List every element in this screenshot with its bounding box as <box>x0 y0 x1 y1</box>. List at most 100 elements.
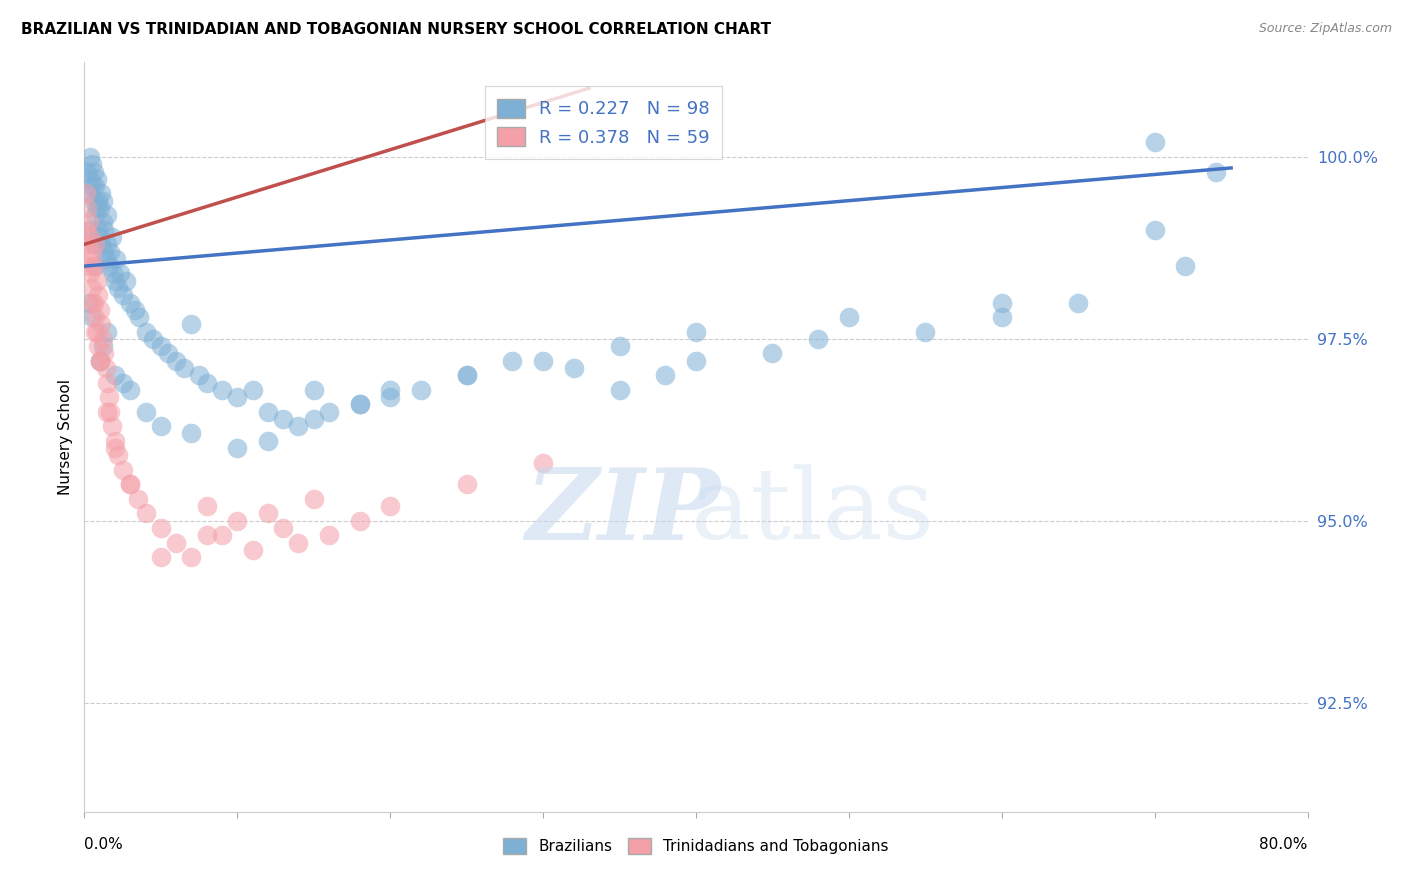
Text: 80.0%: 80.0% <box>1260 838 1308 852</box>
Point <box>83 164 105 178</box>
Point <box>87 223 110 237</box>
Point <box>302 412 325 426</box>
Point <box>318 404 340 418</box>
Point <box>80 179 103 194</box>
Point <box>75 223 97 237</box>
Point <box>135 325 157 339</box>
Point <box>84 237 107 252</box>
Point <box>180 318 202 332</box>
Point <box>90 237 112 252</box>
Point <box>79 171 101 186</box>
Point <box>84 325 107 339</box>
Point <box>87 288 110 302</box>
Point <box>79 267 101 281</box>
Point <box>173 361 195 376</box>
Point <box>76 164 98 178</box>
Legend: Brazilians, Trinidadians and Tobagonians: Brazilians, Trinidadians and Tobagonians <box>498 832 894 860</box>
Point <box>1143 223 1166 237</box>
Point <box>84 208 107 222</box>
Point <box>257 434 280 448</box>
Point <box>80 310 103 324</box>
Point <box>211 383 233 397</box>
Text: ZIP: ZIP <box>524 464 720 560</box>
Point <box>807 332 830 346</box>
Point <box>226 441 249 455</box>
Point <box>77 295 100 310</box>
Point <box>271 521 294 535</box>
Point <box>195 499 218 513</box>
Point <box>188 368 211 383</box>
Point <box>104 368 127 383</box>
Point <box>271 412 294 426</box>
Point <box>80 157 103 171</box>
Point <box>180 550 202 565</box>
Point <box>1143 136 1166 150</box>
Point <box>77 186 100 201</box>
Point <box>76 237 98 252</box>
Point <box>409 383 432 397</box>
Text: BRAZILIAN VS TRINIDADIAN AND TOBAGONIAN NURSERY SCHOOL CORRELATION CHART: BRAZILIAN VS TRINIDADIAN AND TOBAGONIAN … <box>21 22 772 37</box>
Point <box>149 521 172 535</box>
Point <box>685 325 707 339</box>
Point <box>380 383 402 397</box>
Point <box>120 383 142 397</box>
Point <box>242 542 264 557</box>
Point <box>83 295 105 310</box>
Point <box>609 339 631 353</box>
Point <box>96 404 118 418</box>
Point <box>108 267 131 281</box>
Point <box>302 383 325 397</box>
Point <box>135 507 157 521</box>
Point <box>609 383 631 397</box>
Point <box>89 302 111 317</box>
Point <box>77 215 100 229</box>
Point <box>456 368 478 383</box>
Point <box>456 368 478 383</box>
Point <box>96 325 118 339</box>
Point <box>97 259 120 273</box>
Point <box>654 368 676 383</box>
Y-axis label: Nursery School: Nursery School <box>58 379 73 495</box>
Point <box>89 353 111 368</box>
Point <box>1067 295 1090 310</box>
Point <box>101 419 124 434</box>
Point <box>103 267 125 281</box>
Point <box>1205 164 1227 178</box>
Point <box>195 376 218 390</box>
Point <box>685 353 707 368</box>
Point <box>135 404 157 418</box>
Point <box>380 390 402 404</box>
Point <box>226 390 249 404</box>
Point <box>124 302 146 317</box>
Text: Source: ZipAtlas.com: Source: ZipAtlas.com <box>1258 22 1392 36</box>
Point <box>91 332 114 346</box>
Point <box>93 346 115 360</box>
Point <box>318 528 340 542</box>
Point <box>562 361 585 376</box>
Point <box>120 477 142 491</box>
Point <box>87 339 110 353</box>
Point <box>75 186 97 201</box>
Text: 0.0%: 0.0% <box>84 838 124 852</box>
Point <box>531 353 554 368</box>
Point <box>349 397 371 411</box>
Point <box>83 194 105 208</box>
Point <box>101 230 124 244</box>
Point <box>77 259 100 273</box>
Point <box>257 507 280 521</box>
Point <box>105 252 128 266</box>
Point <box>502 353 524 368</box>
Point <box>180 426 202 441</box>
Point <box>79 223 101 237</box>
Point <box>87 194 110 208</box>
Point <box>991 310 1014 324</box>
Point <box>128 310 150 324</box>
Point <box>195 528 218 542</box>
Text: atlas: atlas <box>690 464 934 560</box>
Point <box>76 201 98 215</box>
Point <box>90 318 112 332</box>
Point <box>90 186 112 201</box>
Point <box>838 310 860 324</box>
Point <box>287 419 309 434</box>
Point <box>84 259 107 273</box>
